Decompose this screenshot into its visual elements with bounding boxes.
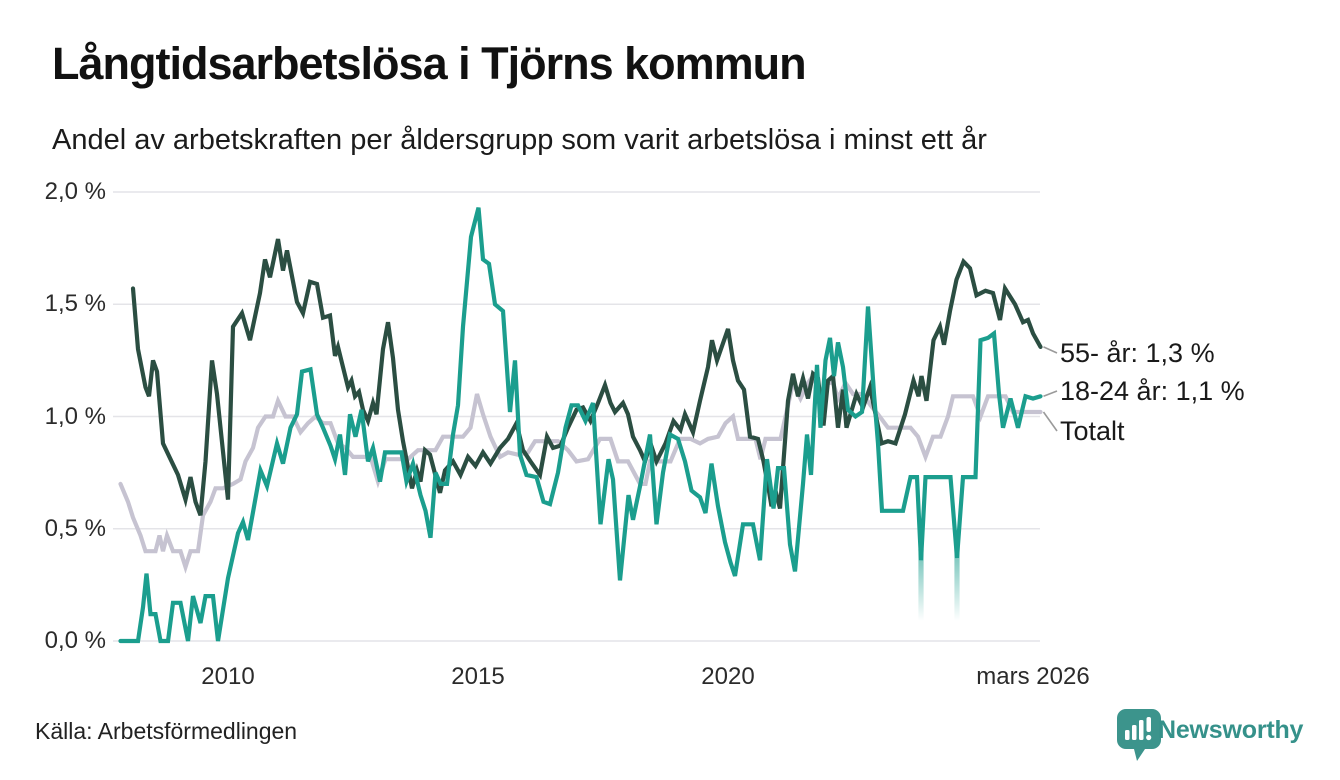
newsworthy-logo-icon (1117, 709, 1161, 761)
y-axis-tick-label: 1,5 % (44, 290, 106, 318)
source-caption: Källa: Arbetsförmedlingen (35, 718, 298, 744)
series-end-label-55-r: 55- år: 1,3 % (1060, 338, 1215, 368)
gridlines (113, 191, 1040, 642)
missing-data-fade-markers (918, 546, 960, 621)
x-axis-tick-label: mars 2026 (976, 663, 1090, 690)
x-axis-tick-label: 2015 (451, 663, 505, 690)
y-axis-tick-label: 1,0 % (44, 402, 106, 430)
series-line-18-24-r (118, 207, 1043, 644)
data-series-lines (118, 207, 1043, 644)
y-axis-tick-label: 0,5 % (44, 514, 106, 542)
newsworthy-logo-text: Newsworthy (1158, 716, 1304, 744)
series-end-label-totalt: Totalt (1060, 416, 1125, 446)
chart-subtitle: Andel av arbetskraften per åldersgrupp s… (52, 124, 987, 156)
series-end-label-18-24-r: 18-24 år: 1,1 % (1060, 376, 1245, 406)
y-axis-tick-label: 0,0 % (44, 627, 106, 654)
x-axis-tick-label: 2010 (201, 663, 255, 690)
y-axis-tick-label: 2,0 % (44, 178, 106, 205)
legend-connector-lines (1042, 346, 1058, 432)
x-axis-tick-label: 2020 (701, 663, 755, 690)
page-title: Långtidsarbetslösa i Tjörns kommun (52, 38, 807, 89)
